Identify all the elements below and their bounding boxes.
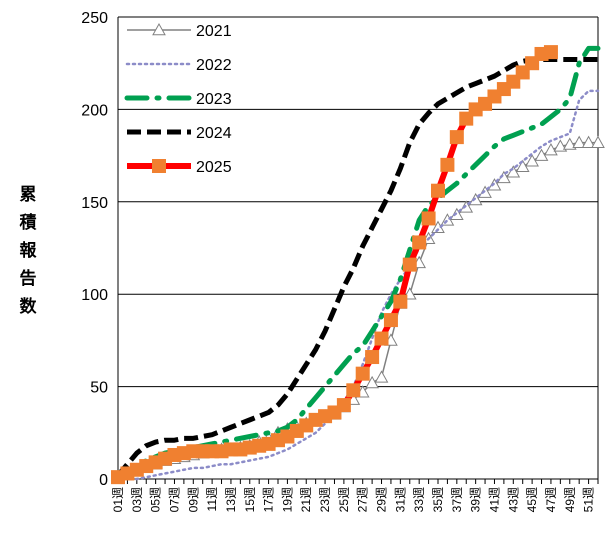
x-tick-label: 37週 xyxy=(450,487,464,512)
series-2022 xyxy=(116,89,600,481)
y-tick-label: 100 xyxy=(81,287,108,304)
y-axis-label-char: 累 xyxy=(20,185,37,205)
point-marker xyxy=(544,143,558,156)
point-marker xyxy=(449,130,464,145)
point-marker xyxy=(393,294,408,309)
x-tick-label: 09週 xyxy=(186,487,200,512)
point-marker xyxy=(152,22,166,36)
point-marker xyxy=(572,135,587,148)
point-marker xyxy=(374,370,389,383)
x-tick-label: 27週 xyxy=(356,487,370,512)
point-marker xyxy=(346,383,361,398)
x-tick-label: 43週 xyxy=(506,487,520,512)
y-tick-label: 250 xyxy=(81,10,108,27)
point-marker xyxy=(562,137,577,150)
legend-label-2024: 2024 xyxy=(196,125,232,142)
series-group xyxy=(111,45,605,485)
legend-label-2022: 2022 xyxy=(196,57,232,74)
series-2024 xyxy=(116,57,598,477)
series-2025 xyxy=(111,45,558,485)
series-line-2021 xyxy=(117,141,598,478)
x-tick-label: 13週 xyxy=(224,487,238,512)
point-marker xyxy=(152,159,166,173)
point-marker xyxy=(374,331,389,346)
x-tick-label: 35週 xyxy=(431,487,445,512)
point-marker xyxy=(543,45,558,60)
point-marker xyxy=(431,183,445,198)
x-tick-label: 23週 xyxy=(318,487,332,512)
x-tick-label: 47週 xyxy=(544,487,558,512)
point-marker xyxy=(336,398,351,413)
legend-item-2025: 2025 xyxy=(127,159,232,176)
x-tick-label: 07週 xyxy=(167,487,181,512)
x-tick-label: 49週 xyxy=(563,487,577,512)
y-axis-label-char: 積 xyxy=(20,212,38,233)
point-marker xyxy=(355,366,370,381)
y-axis-label-char: 告 xyxy=(20,268,37,289)
x-tick-label: 15週 xyxy=(243,487,257,512)
point-marker xyxy=(402,257,417,272)
x-tick-label: 33週 xyxy=(412,487,426,512)
x-tick-label: 25週 xyxy=(337,487,351,512)
series-2021 xyxy=(111,135,605,483)
point-marker xyxy=(440,157,455,172)
x-tick-label: 41週 xyxy=(487,487,501,512)
legend-item-2022: 2022 xyxy=(125,57,232,74)
y-axis-label-char: 報 xyxy=(20,240,38,261)
point-marker xyxy=(553,139,568,152)
x-tick-label: 31週 xyxy=(393,487,407,512)
legend-item-2024: 2024 xyxy=(127,125,232,142)
legend-label-2023: 2023 xyxy=(196,91,232,108)
point-marker xyxy=(412,235,427,250)
point-marker xyxy=(365,350,380,365)
legend-label-2021: 2021 xyxy=(196,23,232,40)
grid xyxy=(118,16,598,480)
legend-item-2023: 2023 xyxy=(124,91,232,108)
legend-item-2021: 2021 xyxy=(127,22,232,40)
series-line-2022 xyxy=(116,89,600,481)
x-tick-label: 45週 xyxy=(525,487,539,512)
y-axis-label-char: 数 xyxy=(20,296,38,317)
y-tick-label: 0 xyxy=(99,472,108,489)
x-tick-label: 19週 xyxy=(280,487,294,512)
y-tick-label: 150 xyxy=(81,195,108,212)
legend-label-2025: 2025 xyxy=(196,159,232,176)
x-tick-label: 17週 xyxy=(262,487,276,512)
x-tick-label: 05週 xyxy=(149,487,163,512)
point-marker xyxy=(383,313,398,328)
y-tick-label: 50 xyxy=(90,380,108,397)
x-tick-label: 11週 xyxy=(205,487,219,511)
point-marker xyxy=(421,211,436,226)
x-tick-label: 29週 xyxy=(375,487,389,512)
x-tick-label: 39週 xyxy=(469,487,483,512)
x-tick-label: 03週 xyxy=(130,487,144,512)
series-line-2024 xyxy=(116,57,598,477)
x-tick-label: 21週 xyxy=(299,487,313,512)
x-tick-label: 51週 xyxy=(582,487,596,512)
y-tick-labels: 0 50 100 150 200 250 xyxy=(81,10,108,489)
axes xyxy=(117,17,599,484)
legend: 2021 2022 2023 2024 2025 xyxy=(124,22,232,176)
x-tick-labels: 01週 03週 05週 07週 09週 11週 13週 15週 17週 19週 21週 23週 25週 2… xyxy=(111,487,596,512)
x-tick-label: 01週 xyxy=(111,487,125,512)
point-marker xyxy=(591,135,605,148)
y-tick-label: 200 xyxy=(81,102,108,119)
point-marker xyxy=(581,135,596,148)
